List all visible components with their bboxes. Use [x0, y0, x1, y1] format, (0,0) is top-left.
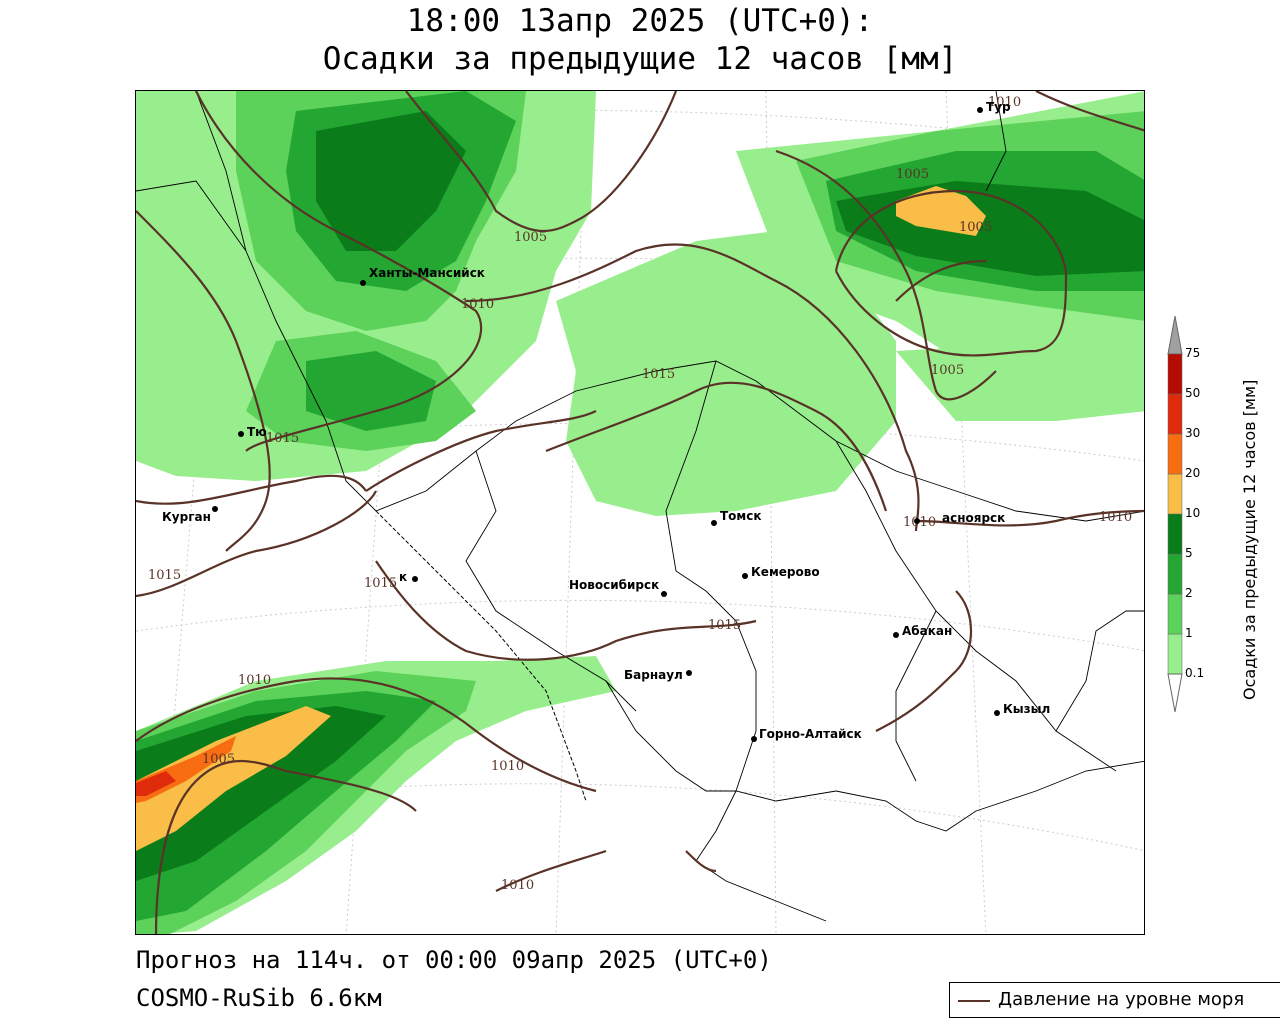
city-marker-gorno-altaysk — [751, 736, 757, 742]
city-marker-krasnoyarsk — [914, 518, 920, 524]
isobar-legend: Давление на уровне моря — [949, 982, 1280, 1018]
isobar-label-1015-e: 1015 — [708, 618, 741, 633]
colorbar-segment — [1167, 633, 1183, 675]
isobar-label-1010-f: 1010 — [1099, 510, 1132, 525]
city-marker-tomsk — [711, 520, 717, 526]
city-label-krasnoyarsk: асноярск — [942, 511, 1005, 525]
city-label-omsk: к — [399, 570, 407, 584]
isobar-label-1015-d: 1015 — [364, 576, 397, 591]
city-label-tyumen: Тю — [247, 425, 267, 439]
map-title: 18:00 13апр 2025 (UTC+0): — [406, 3, 874, 39]
colorbar-segment — [1167, 553, 1183, 595]
city-label-novosibirsk: Новосибирск — [569, 578, 659, 592]
isobar-label-1015-b: 1015 — [266, 431, 299, 446]
isobar-label-1010-d: 1010 — [501, 878, 534, 893]
isobar-label-1005-d: 1005 — [959, 220, 992, 235]
colorbar-segments — [1167, 316, 1183, 712]
isobar-label-1010-c: 1010 — [491, 759, 524, 774]
colorbar-segment — [1167, 473, 1183, 515]
city-marker-khanty-mansiysk — [360, 280, 366, 286]
city-marker-tyumen — [238, 431, 244, 437]
city-marker-kurgan — [212, 506, 218, 512]
colorbar-tick-label: 2 — [1185, 586, 1193, 600]
isobar-label-1005-e: 1005 — [931, 363, 964, 378]
map-subtitle: Осадки за предыдущие 12 часов [мм] — [322, 41, 958, 77]
isobar-label-1005-b: 1005 — [202, 752, 235, 767]
colorbar-tick-label: 75 — [1185, 346, 1201, 360]
map-canvas: 1005 1010 1015 1015 1015 1015 1015 1010 … — [136, 91, 1144, 934]
isobar-label-1010-g: 1010 — [988, 95, 1021, 110]
city-marker-tura — [977, 107, 983, 113]
model-name: COSMO-RuSib 6.6км — [136, 984, 382, 1012]
colorbar-top-triangle — [1167, 316, 1183, 355]
precip-10-20 — [136, 186, 986, 851]
colorbar-tick-label: 1 — [1185, 626, 1193, 640]
colorbar-tick-label: 50 — [1185, 386, 1201, 400]
colorbar-segment — [1167, 353, 1183, 395]
colorbar-tick-label: 10 — [1185, 506, 1201, 520]
isobar-labels: 1005 1010 1015 1015 1015 1015 1015 1010 … — [148, 95, 1132, 893]
city-label-gorno-altaysk: Горно-Алтайск — [759, 727, 862, 741]
colorbar-tick-label: 0.1 — [1185, 666, 1205, 680]
city-marker-kyzyl — [994, 710, 1000, 716]
city-label-kurgan: Курган — [162, 510, 211, 524]
country-border — [375, 510, 587, 802]
isobar-legend-label: Давление на уровне моря — [998, 989, 1245, 1010]
city-label-kyzyl: Кызыл — [1003, 702, 1050, 716]
city-label-tura: Тур — [986, 100, 1011, 114]
city-label-kemerovo: Кемерово — [751, 565, 820, 579]
city-marker-omsk — [412, 576, 418, 582]
isobar-label-1010-a: 1010 — [461, 297, 494, 312]
city-label-abakan: Абакан — [902, 624, 952, 638]
colorbar-tick-label: 20 — [1185, 466, 1201, 480]
city-marker-abakan — [893, 632, 899, 638]
isobar-legend-line — [958, 1000, 990, 1002]
city-marker-novosibirsk — [661, 591, 667, 597]
colorbar-bottom-triangle — [1167, 673, 1183, 712]
colorbar-segment — [1167, 593, 1183, 635]
city-marker-barnaul — [686, 670, 692, 676]
colorbar-tick-label: 5 — [1185, 546, 1193, 560]
colorbar — [1167, 316, 1183, 712]
city-marker-kemerovo — [742, 573, 748, 579]
isobar-label-1010-b: 1010 — [238, 673, 271, 688]
colorbar-tick-label: 30 — [1185, 426, 1201, 440]
isobar-label-1015-a: 1015 — [642, 367, 675, 382]
admin-borders — [136, 91, 1144, 922]
cities: Ханты-Мансийск Тю Курган к Новосибирск Т… — [162, 100, 1050, 742]
colorbar-segment — [1167, 393, 1183, 435]
colorbar-segment — [1167, 433, 1183, 475]
forecast-info: Прогноз на 114ч. от 00:00 09апр 2025 (UT… — [136, 946, 772, 974]
colorbar-segment — [1167, 513, 1183, 555]
precipitation-map: 1005 1010 1015 1015 1015 1015 1015 1010 … — [135, 90, 1145, 935]
precip-30-50 — [136, 771, 176, 796]
isobars — [136, 91, 1144, 934]
isobar-label-1015-c: 1015 — [148, 568, 181, 583]
city-label-tomsk: Томск — [720, 509, 762, 523]
isobar-label-1005-c: 1005 — [896, 167, 929, 182]
city-label-barnaul: Барнаул — [624, 668, 683, 682]
colorbar-title: Осадки за предыдущие 12 часов [мм] — [1240, 379, 1259, 700]
city-label-khanty-mansiysk: Ханты-Мансийск — [369, 266, 485, 280]
isobar-label-1005-a: 1005 — [514, 230, 547, 245]
